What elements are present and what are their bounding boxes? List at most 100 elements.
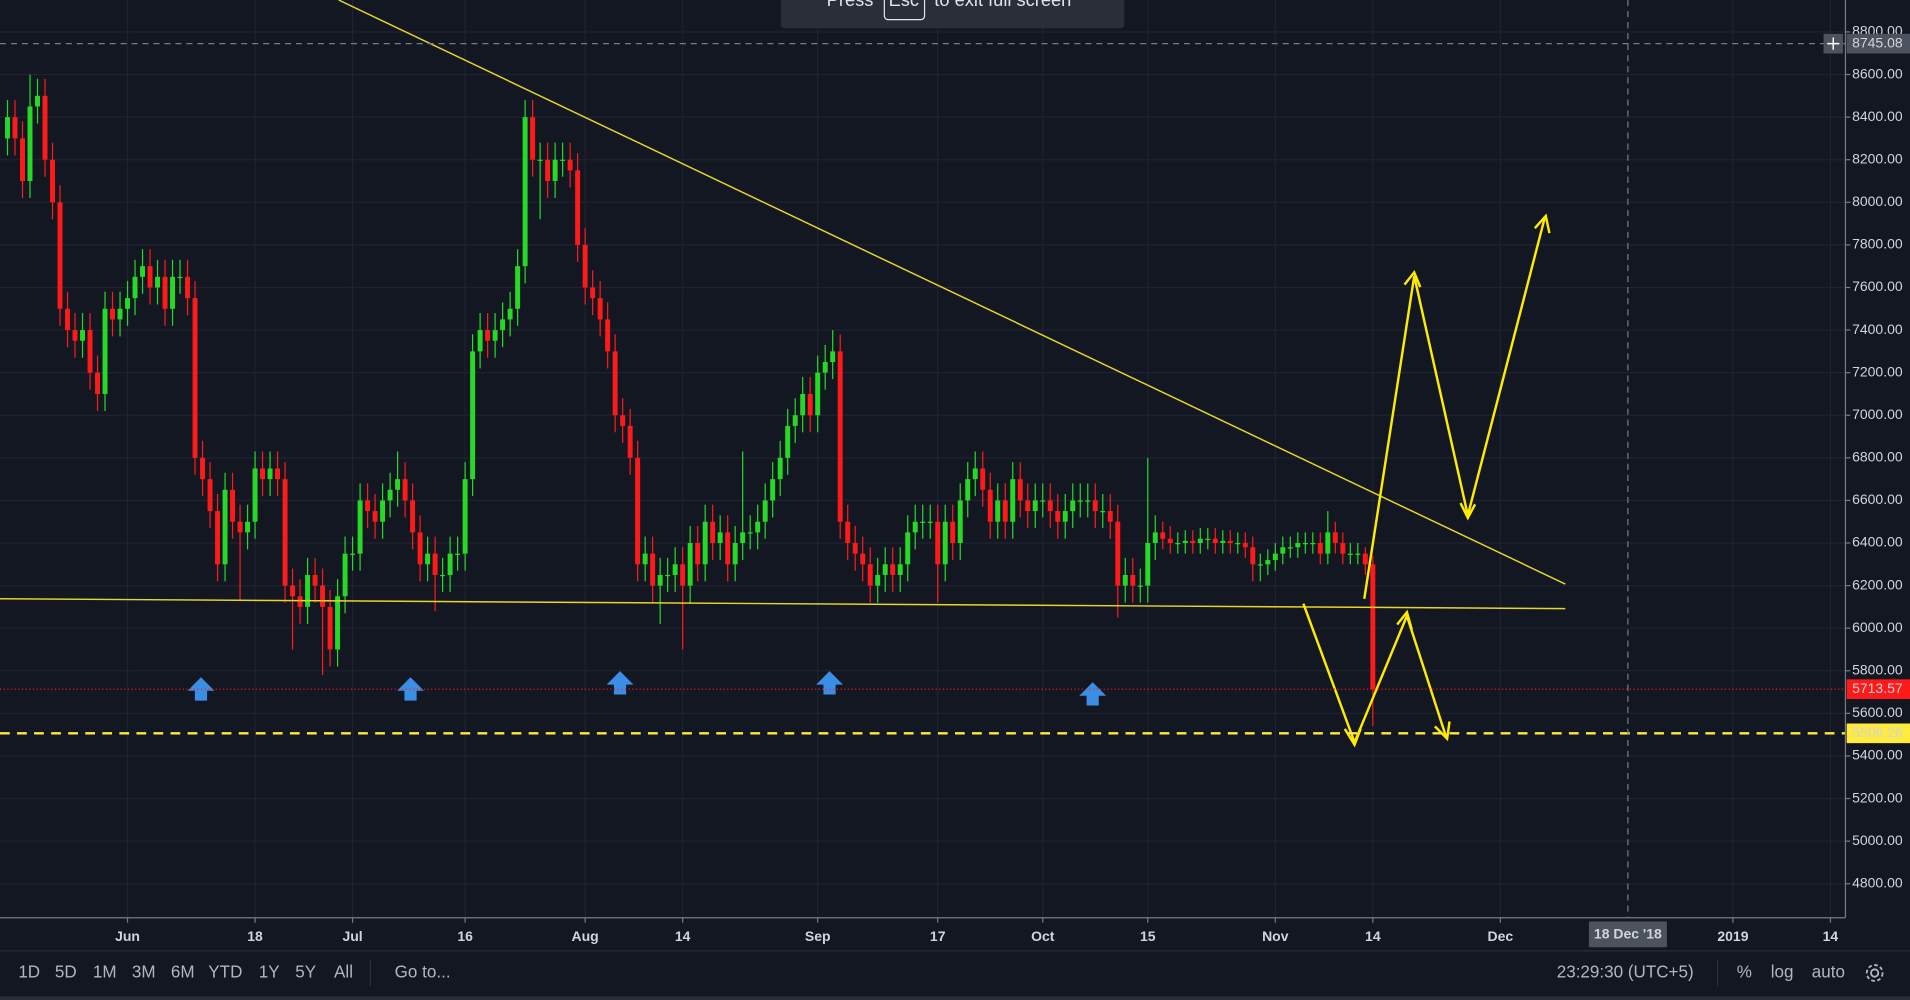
candle-body	[650, 553, 656, 586]
candle-body	[1287, 547, 1293, 549]
candle-body	[762, 500, 768, 522]
scale-option[interactable]: auto	[1812, 962, 1845, 981]
x-tick-label: Jun	[115, 928, 140, 944]
x-tick-label: 17	[930, 928, 946, 944]
range-button[interactable]: 6M	[171, 962, 195, 981]
candle-body	[260, 468, 266, 480]
candle-body	[140, 266, 146, 277]
scale-option[interactable]: log	[1771, 962, 1794, 981]
candle-body	[447, 553, 453, 575]
candle-body	[1347, 553, 1353, 555]
candle-body	[597, 298, 603, 320]
candle-body	[792, 415, 798, 426]
candle-body	[1242, 543, 1248, 548]
crosshair-date-label: 18 Dec '18	[1594, 926, 1662, 942]
goto-button[interactable]: Go to...	[395, 962, 451, 981]
range-button[interactable]: 1M	[93, 962, 117, 981]
candle-body	[147, 266, 153, 288]
candle-body	[387, 489, 393, 501]
candle-body	[455, 553, 461, 555]
candle-body	[252, 468, 258, 522]
candle-body	[342, 553, 348, 597]
candle-body	[102, 308, 108, 394]
candle-body	[830, 351, 836, 363]
candle-body	[1137, 585, 1143, 587]
candle-body	[1227, 540, 1233, 544]
candle-body	[950, 521, 956, 544]
candle-body	[192, 298, 198, 458]
range-button[interactable]: YTD	[208, 962, 242, 981]
candle-body	[5, 117, 10, 139]
candle-body	[117, 308, 123, 320]
candle-body	[980, 468, 986, 490]
projection-arrows	[1302, 213, 1551, 748]
candle-body	[1040, 500, 1046, 502]
candle-body	[110, 308, 116, 320]
candle-body	[1317, 543, 1323, 554]
candle-body	[1272, 553, 1278, 561]
candle-body	[747, 532, 753, 534]
x-tick-label: 15	[1140, 928, 1156, 944]
settings-icon[interactable]	[1865, 964, 1884, 982]
candle-body	[627, 425, 633, 458]
candle-body	[267, 468, 273, 480]
x-tick-label: Jul	[342, 928, 362, 944]
range-button[interactable]: 5Y	[295, 962, 316, 981]
candle-body	[957, 500, 963, 544]
candle-body	[402, 479, 408, 501]
candle-body	[1070, 500, 1076, 512]
range-button[interactable]: 1Y	[259, 962, 280, 981]
y-tick-label: 5400.00	[1852, 747, 1903, 763]
range-button[interactable]: 5D	[55, 962, 77, 981]
candle-body	[42, 95, 48, 160]
candle-body	[440, 574, 446, 577]
candle-body	[297, 596, 303, 607]
y-tick-label: 6400.00	[1852, 534, 1903, 550]
candle-body	[582, 244, 588, 288]
candle-body	[882, 564, 888, 575]
price-lines	[0, 0, 1846, 918]
candle-body	[1340, 543, 1346, 554]
candle-body	[72, 330, 78, 341]
bottom-border	[0, 996, 1910, 1000]
x-tick-label: Sep	[805, 928, 831, 944]
candle-body	[350, 553, 356, 555]
x-tick-label: 14	[675, 928, 691, 944]
candle-body	[470, 351, 476, 480]
notice-key: Esc	[889, 0, 919, 10]
candle-body	[215, 511, 221, 565]
candle-body	[87, 330, 93, 373]
candle-body	[1182, 540, 1188, 544]
candle-body	[1295, 543, 1301, 548]
candle-body	[1085, 500, 1091, 502]
y-tick-label: 7000.00	[1852, 406, 1903, 422]
candle-body	[1190, 540, 1196, 544]
candle-body	[410, 500, 416, 533]
candle-body	[12, 117, 18, 139]
candle-body	[80, 330, 85, 341]
candle-body	[1310, 543, 1316, 545]
candle-body	[1175, 543, 1181, 545]
candle-body	[732, 543, 738, 565]
candle-body	[642, 553, 648, 565]
candle-body	[1010, 479, 1016, 522]
candle-body	[845, 521, 851, 544]
candle-body	[927, 521, 933, 523]
candle-body	[755, 521, 761, 533]
scale-option[interactable]: %	[1737, 962, 1752, 981]
range-button[interactable]: 1D	[18, 962, 40, 981]
candle-body	[357, 500, 363, 554]
candle-body	[162, 276, 168, 309]
range-button[interactable]: 3M	[132, 962, 156, 981]
candle-body	[1107, 511, 1113, 522]
candle-body	[837, 351, 843, 522]
candle-body	[395, 479, 401, 490]
candle-body	[57, 202, 63, 309]
candle-body	[1167, 538, 1173, 544]
candle-body	[177, 276, 183, 279]
candle-body	[672, 564, 678, 575]
range-button[interactable]: All	[334, 962, 353, 981]
candle-body	[560, 159, 566, 161]
candle-body	[605, 319, 611, 352]
